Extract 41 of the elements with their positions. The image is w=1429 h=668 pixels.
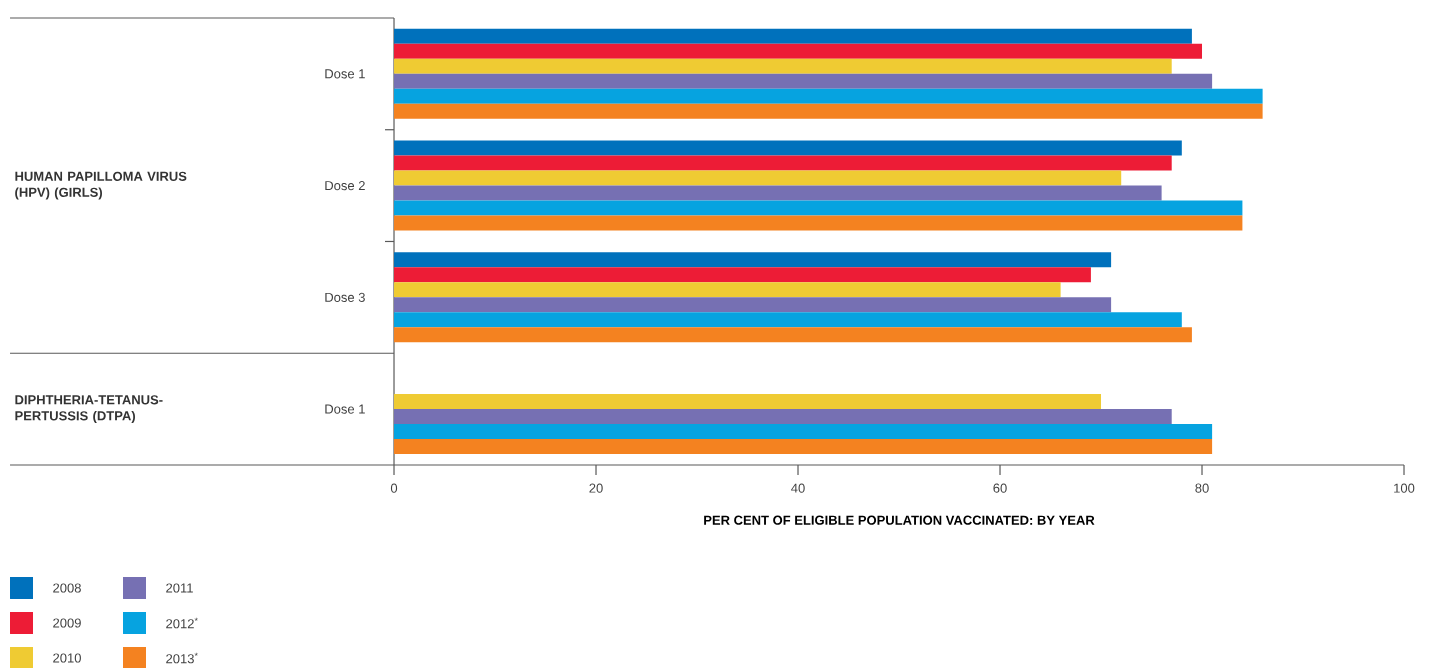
bar: [394, 185, 1162, 201]
legend-label: 2011: [166, 583, 193, 593]
text: HUMAN PAPILLOMA VIRUS (HPV) (GIRLS): [15, 171, 187, 200]
legend-label: 2013$^{*}$: [166, 652, 198, 664]
bar: [394, 312, 1182, 328]
bar: [394, 394, 1102, 410]
x-tick-label: 80: [1195, 483, 1209, 493]
legend-label: 2008: [53, 583, 81, 593]
bar: [394, 424, 1213, 440]
bar: [394, 327, 1192, 343]
legend-label: 2010: [53, 653, 81, 663]
bar: [394, 28, 1192, 44]
bar: [394, 439, 1213, 455]
x-tick-label: 20: [589, 483, 603, 493]
bar: [394, 200, 1243, 216]
x-tick-label: 40: [791, 483, 805, 493]
text: DIPHTHERIA-TETANUS-PERTUSSIS (DTPA): [15, 395, 163, 423]
x-tick-label: 100: [1394, 483, 1415, 493]
bar: [394, 155, 1172, 171]
bar: [394, 140, 1182, 156]
y-tick-label: Dose 1: [325, 69, 365, 79]
y-tick-label: Dose 3: [325, 292, 365, 302]
bar: [394, 215, 1243, 231]
bar: [394, 170, 1122, 186]
y-tick-label: Dose 1: [325, 404, 365, 414]
bar: [394, 88, 1263, 104]
bar: [394, 252, 1112, 268]
legend-label: 2012$^{*}$: [166, 617, 198, 629]
bar: [394, 103, 1263, 119]
bar: [394, 43, 1203, 59]
x-tick-label: 0: [390, 483, 398, 493]
bar: [394, 297, 1112, 313]
bar: [394, 409, 1172, 425]
bar: [394, 282, 1061, 298]
x-tick-label: 60: [993, 483, 1007, 493]
bar: [394, 267, 1091, 283]
bar: [394, 58, 1172, 74]
legend-label: 2009: [53, 618, 81, 628]
x-axis-title: PER CENT OF ELIGIBLE POPULATION VACCINATED: BY YEAR: [704, 515, 1095, 525]
bar: [394, 73, 1213, 89]
y-tick-label: Dose 2: [325, 181, 365, 191]
